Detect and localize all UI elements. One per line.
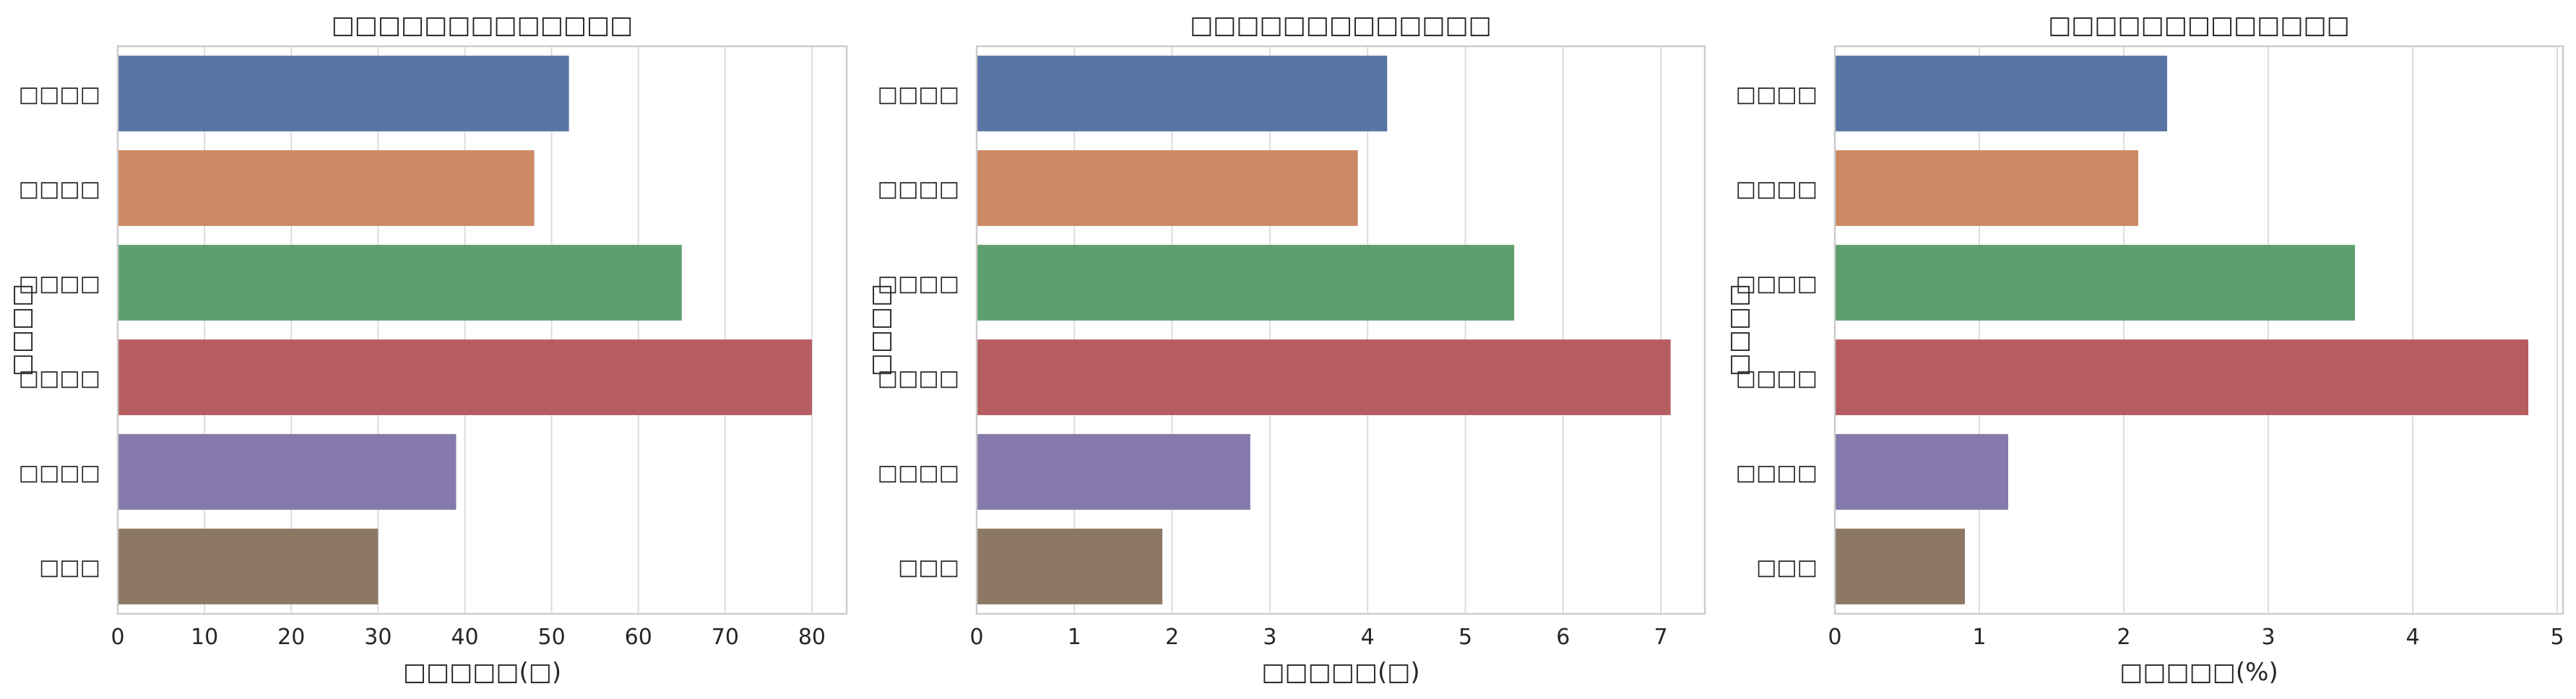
bar-3 <box>1835 245 2355 321</box>
category-label: □□□□ <box>19 366 100 391</box>
category-label: □□□□ <box>19 177 100 202</box>
category-label: □□□□ <box>1736 272 1818 297</box>
chart-panel-1: 0 10 20 30 40 50 60 70 80□□□□□□□□□□□□□□□□□□□□□□□… <box>7 11 848 687</box>
y-axis-title: □□□□ <box>7 284 36 377</box>
chart-title: □□□□□□□□□□□□□ <box>332 11 634 40</box>
bar-4 <box>118 339 812 415</box>
category-label: □□□□ <box>878 177 959 202</box>
bar-6 <box>1835 529 1965 604</box>
plot-frame <box>116 45 848 615</box>
bar-2 <box>977 150 1358 226</box>
x-tick-label: 5 <box>1458 625 1472 650</box>
bar-5 <box>977 434 1250 510</box>
category-label: □□□□ <box>1736 461 1818 486</box>
category-label: □□□□ <box>1736 366 1818 391</box>
plot-frame <box>975 45 1706 615</box>
category-label: □□□□ <box>19 82 100 108</box>
category-label: □□□□ <box>878 366 959 391</box>
y-axis-title: □□□□ <box>1724 284 1753 377</box>
bar-5 <box>1835 434 2008 510</box>
chart-panel-3: 0 1 2 3 4 5□□□□□□□□□□□□□□□□□□□□□□□□□□□□□□□□□□… <box>1724 11 2564 687</box>
bar-1 <box>118 56 569 131</box>
x-axis-title: □□□□□(□) <box>403 658 561 687</box>
x-tick-label: 7 <box>1654 625 1668 650</box>
x-tick-label: 70 <box>712 625 739 650</box>
bar-5 <box>118 434 457 510</box>
x-tick-label: 1 <box>1068 625 1081 650</box>
x-tick-label: 20 <box>277 625 305 650</box>
x-tick-label: 4 <box>1361 625 1375 650</box>
category-label: □□□□ <box>878 461 959 486</box>
chart-panel-2: 0 1 2 3 4 5 6 7□□□□□□□□□□□□□□□□□□□□□□□□□□□□□□□□… <box>866 11 1706 687</box>
chart-title: □□□□□□□□□□□□□ <box>1190 11 1492 40</box>
x-tick-label: 10 <box>191 625 218 650</box>
category-label: □□□□ <box>19 461 100 486</box>
bar-4 <box>977 339 1671 415</box>
x-tick-label: 5 <box>2550 625 2564 650</box>
category-label: □□□□ <box>19 272 100 297</box>
category-label: □□□ <box>1756 555 1818 581</box>
x-tick-label: 3 <box>1263 625 1276 650</box>
x-axis-title: □□□□□(%) <box>2119 658 2278 687</box>
category-label: □□□ <box>39 555 100 581</box>
x-tick-label: 1 <box>1972 625 1986 650</box>
bar-6 <box>118 529 379 604</box>
x-tick-label: 80 <box>798 625 826 650</box>
plot-frame <box>1833 45 2564 615</box>
category-label: □□□□ <box>1736 82 1818 108</box>
bar-2 <box>1835 150 2138 226</box>
bar-3 <box>118 245 682 321</box>
chart-title: □□□□□□□□□□□□□ <box>2048 11 2350 40</box>
bar-3 <box>977 245 1515 321</box>
x-tick-label: 30 <box>364 625 392 650</box>
x-axis-title: □□□□□(□) <box>1261 658 1419 687</box>
x-tick-label: 6 <box>1556 625 1570 650</box>
bar-6 <box>977 529 1163 604</box>
x-tick-label: 50 <box>538 625 566 650</box>
x-tick-label: 60 <box>625 625 652 650</box>
x-tick-label: 4 <box>2406 625 2419 650</box>
x-tick-label: 0 <box>969 625 983 650</box>
category-label: □□□□ <box>878 272 959 297</box>
category-label: □□□□ <box>878 82 959 108</box>
category-label: □□□ <box>898 555 959 581</box>
x-tick-label: 40 <box>451 625 478 650</box>
category-label: □□□□ <box>1736 177 1818 202</box>
bar-1 <box>977 56 1388 131</box>
x-tick-label: 3 <box>2261 625 2275 650</box>
x-tick-label: 2 <box>2117 625 2130 650</box>
y-axis-title: □□□□ <box>866 284 895 377</box>
x-tick-label: 2 <box>1165 625 1179 650</box>
x-tick-label: 0 <box>111 625 124 650</box>
x-tick-label: 0 <box>1828 625 1841 650</box>
bar-1 <box>1835 56 2167 131</box>
bar-4 <box>1835 339 2528 415</box>
bar-2 <box>118 150 535 226</box>
